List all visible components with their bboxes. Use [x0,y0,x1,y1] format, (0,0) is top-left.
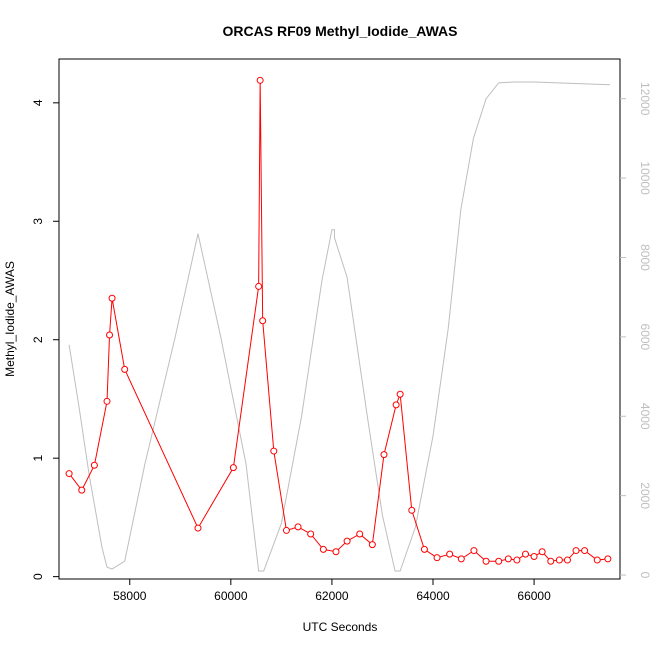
methyl-iodide-series-line [68,80,608,562]
data-point-0 [65,470,73,478]
x-tick-label-1: 60000 [214,589,248,603]
y2-tick-label-3: 6000 [638,324,650,351]
data-point-12 [270,447,278,455]
data-point-34 [521,550,529,558]
y2-tick-label-5: 10000 [638,161,650,195]
y-tick-label-0: 0 [31,573,45,580]
chart-title: ORCAS RF09 Methyl_Iodide_AWAS [223,23,458,39]
x-axis-label: UTC Seconds [303,620,378,634]
secondary-series-line [68,81,610,572]
data-point-27 [446,550,454,558]
x-tick-label-3: 64000 [416,589,450,603]
data-point-38 [555,556,563,564]
data-point-8 [229,464,237,472]
data-point-37 [547,557,555,565]
data-point-9 [255,282,263,290]
y2-tick-label-1: 2000 [638,482,650,509]
data-point-41 [581,547,589,555]
y2-tick-label-6: 12000 [638,82,650,116]
data-point-14 [294,523,302,531]
data-point-29 [470,547,478,555]
data-point-40 [572,547,580,555]
x-tick-label-4: 66000 [517,589,551,603]
data-point-10 [256,76,264,84]
data-point-19 [356,530,364,538]
y2-tick-label-0: 0 [638,572,650,579]
y-tick-label-1: 1 [31,455,45,462]
y-axis-right: 0 2000 4000 6000 8000 10000 12000 [620,82,650,579]
data-point-32 [504,555,512,563]
data-point-1 [78,486,86,494]
data-point-25 [420,545,428,553]
data-point-35 [530,552,538,560]
y-tick-label-2: 2 [31,336,45,343]
y-tick-label-4: 4 [31,99,45,106]
data-point-24 [408,506,416,514]
y2-tick-label-2: 4000 [638,403,650,430]
data-point-13 [282,526,290,534]
data-point-42 [593,556,601,564]
y-axis-label: Methyl_Iodide_AWAS [3,261,17,377]
data-point-6 [121,365,129,373]
data-point-3 [103,397,111,405]
y-tick-label-3: 3 [31,218,45,225]
data-point-18 [343,537,351,545]
data-point-36 [538,548,546,556]
data-point-5 [108,294,116,302]
x-tick-label-2: 62000 [315,589,349,603]
data-point-7 [194,524,202,532]
y-axis-left: 0 1 2 3 4 [31,99,59,580]
data-point-2 [90,461,98,469]
data-point-43 [604,555,612,563]
data-point-33 [513,556,521,564]
data-point-15 [307,530,315,538]
data-point-21 [380,451,388,459]
data-point-22 [392,401,400,409]
data-point-11 [259,317,267,325]
y2-tick-label-4: 8000 [638,244,650,271]
data-point-20 [368,541,376,549]
data-point-16 [319,545,327,553]
data-point-17 [332,548,340,556]
plot-frame [58,58,621,580]
data-point-26 [433,554,441,562]
x-axis: 58000 60000 62000 64000 66000 [113,579,551,603]
data-point-23 [396,390,404,398]
x-tick-label-0: 58000 [113,589,147,603]
series-layer [65,76,612,572]
data-point-39 [563,556,571,564]
data-point-31 [495,557,503,565]
data-point-30 [482,557,490,565]
data-point-28 [457,555,465,563]
data-point-4 [106,331,114,339]
